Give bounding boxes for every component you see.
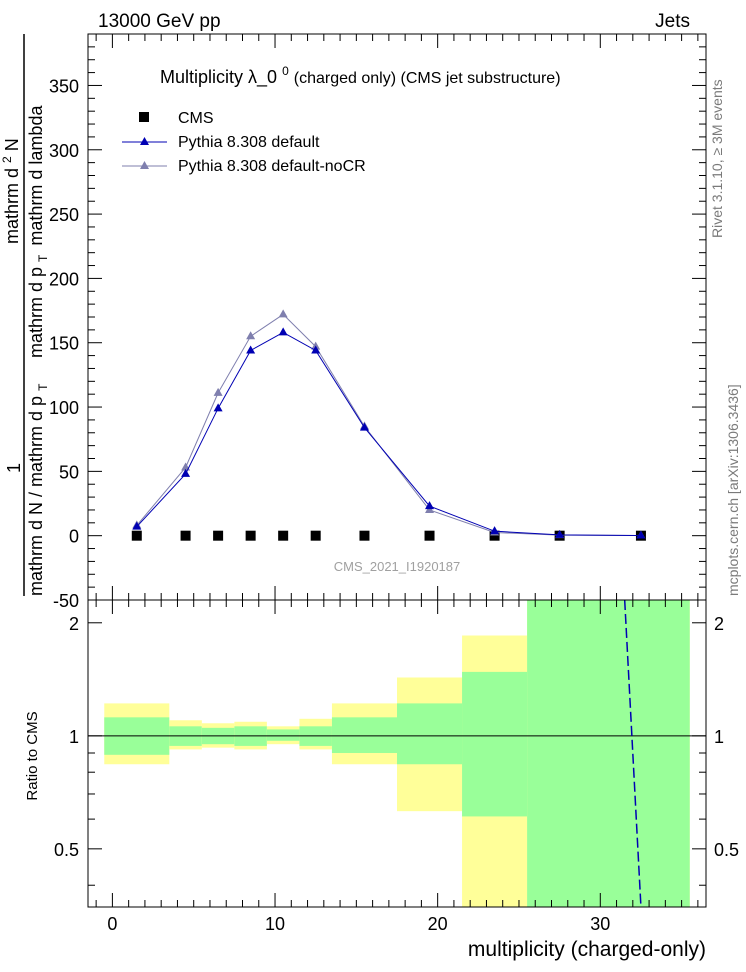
ratio-y-tick-label-right: 2 xyxy=(714,614,724,634)
default-point xyxy=(278,327,288,336)
x-tick-label: 20 xyxy=(428,914,448,934)
ratio-band-inner xyxy=(266,729,300,741)
plot-title-sup: 0 xyxy=(282,64,289,78)
main-y-tick-label: 200 xyxy=(49,269,79,289)
ratio-bands xyxy=(104,600,690,907)
ratio-y-tick-label: 0.5 xyxy=(54,840,79,860)
main-y-tick-label: -50 xyxy=(53,591,79,611)
cms-point xyxy=(245,530,256,541)
watermark: CMS_2021_I1920187 xyxy=(334,559,461,574)
default-point xyxy=(213,403,223,412)
main-ylabel-top-numerator: mathrm d 2 N xyxy=(0,138,22,244)
ratio-plot-frame xyxy=(87,599,707,908)
x-tick-label: 0 xyxy=(107,914,117,934)
main-ylabel-numerator: mathrm d N / mathrm d p T xyxy=(26,383,50,596)
ratio-y-tick-label: 1 xyxy=(69,727,79,747)
legend-marker-cms xyxy=(139,112,149,122)
plot-title: Multiplicity λ_0 0 (charged only) (CMS j… xyxy=(160,59,561,88)
main-y-tick-label: 150 xyxy=(49,334,79,354)
nocr-point xyxy=(278,309,288,318)
main-ylabel-den-rest: N xyxy=(2,138,22,151)
main-y-tick-label: 300 xyxy=(49,141,79,161)
header-left: 13000 GeV pp xyxy=(98,11,221,32)
main-y-tick-label: 0 xyxy=(69,527,79,547)
default-point xyxy=(132,521,142,530)
x-tick-label: 10 xyxy=(265,914,285,934)
main-ylabel-num-text: mathrm d N / mathrm d p xyxy=(26,396,46,596)
ratio-panel xyxy=(87,599,707,908)
ratio-band-inner xyxy=(397,703,463,765)
main-ylabel-den-text: mathrm d xyxy=(2,168,22,244)
default-point xyxy=(555,529,565,538)
default-point xyxy=(311,345,321,354)
main-ylabel-num-sub: T xyxy=(36,383,50,391)
cms-point xyxy=(310,530,321,541)
default-point xyxy=(246,345,256,354)
plot-title-rest: (charged only) (CMS jet substructure) xyxy=(294,70,561,87)
default-point xyxy=(490,526,500,535)
legend-label-nocr: Pythia 8.308 default-noCR xyxy=(178,158,366,175)
x-axis-label: multiplicity (charged-only) xyxy=(468,938,706,961)
ratio-band-inner xyxy=(527,600,690,907)
header-right: Jets xyxy=(655,11,690,32)
legend-label-cms: CMS xyxy=(178,110,214,127)
ratio-band-inner xyxy=(331,717,397,753)
legend-marker-default xyxy=(140,137,149,145)
main-ylabel-denominator: mathrm d p T mathrm d lambda xyxy=(26,105,51,358)
main-ylabel-den3-text: mathrm d lambda xyxy=(26,105,46,246)
main-y-tick-label: 50 xyxy=(59,462,79,482)
ratio-band-inner xyxy=(462,671,528,817)
nocr-line xyxy=(136,313,641,537)
ratio-y-tick-label-right: 1 xyxy=(714,727,724,747)
ratio-y-axis-label: Ratio to CMS xyxy=(24,711,41,800)
legend: CMS Pythia 8.308 default Pythia 8.308 de… xyxy=(122,110,366,175)
cms-point xyxy=(489,530,500,541)
cms-point xyxy=(359,530,370,541)
legend-marker-nocr xyxy=(140,161,149,169)
main-ylabel-top: 1 xyxy=(4,463,24,473)
plot-title-main: Multiplicity λ_0 xyxy=(160,67,277,88)
cms-point xyxy=(213,530,224,541)
default-point xyxy=(181,468,191,477)
nocr-point xyxy=(246,331,256,340)
cms-point xyxy=(424,530,435,541)
ratio-y-tick-label: 2 xyxy=(69,614,79,634)
main-ylabel-den2-sub: T xyxy=(36,254,50,262)
main-y-tick-label: 250 xyxy=(49,205,79,225)
default-point xyxy=(359,422,369,431)
series-layer xyxy=(131,309,646,541)
cms-point xyxy=(131,530,142,541)
main-y-axis-label: 1 mathrm d N / mathrm d p T mathrm d p T… xyxy=(0,34,51,596)
legend-label-default: Pythia 8.308 default xyxy=(178,134,320,151)
x-tick-label: 30 xyxy=(590,914,610,934)
default-line xyxy=(136,331,641,537)
default-point xyxy=(636,530,646,539)
side-label-mcplots: mcplots.cern.ch [arXiv:1306.3436] xyxy=(725,384,741,596)
nocr-point xyxy=(213,387,223,396)
main-y-tick-label: 350 xyxy=(49,76,79,96)
ratio-default-line xyxy=(623,599,642,908)
main-ylabel-den-sup: 2 xyxy=(0,156,14,163)
default-point xyxy=(425,501,435,510)
main-ylabel-den2-text: mathrm d p xyxy=(26,267,46,358)
main-y-tick-label: 100 xyxy=(49,398,79,418)
ratio-y-tick-label-right: 0.5 xyxy=(714,840,739,860)
cms-point xyxy=(278,530,289,541)
side-label-rivet: Rivet 3.1.10, ≥ 3M events xyxy=(709,79,725,238)
cms-point xyxy=(180,530,191,541)
